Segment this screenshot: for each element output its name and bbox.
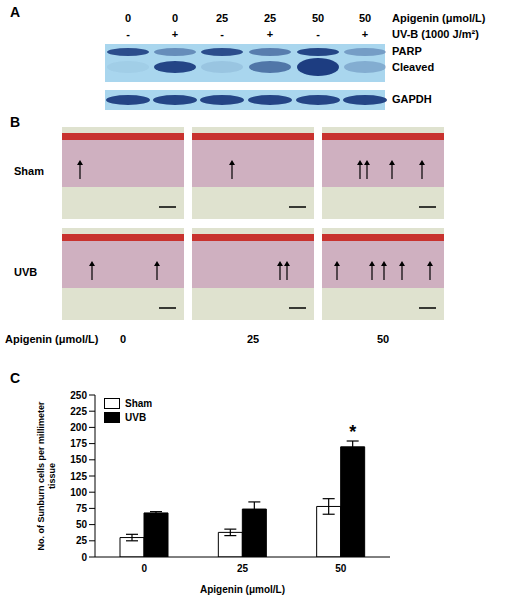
svg-text:125: 125	[70, 471, 87, 482]
svg-text:225: 225	[70, 406, 87, 417]
svg-text:Apigenin (μmol/L): Apigenin (μmol/L)	[200, 584, 285, 595]
html-text:0: 0	[119, 333, 127, 345]
html-text:A: A	[10, 4, 21, 20]
svg-text:25: 25	[237, 563, 249, 574]
svg-text:0: 0	[81, 552, 87, 563]
html-text:UVB: UVB	[125, 412, 147, 423]
html-text:B: B	[10, 114, 21, 130]
html-text:25: 25	[263, 12, 277, 24]
svg-text:50: 50	[76, 519, 88, 530]
svg-text:175: 175	[70, 438, 87, 449]
html-text:0: 0	[124, 12, 132, 24]
svg-text:100: 100	[70, 487, 87, 498]
html-text:Apigenin (μmol/L): Apigenin (μmol/L)	[392, 12, 486, 24]
html-text:GAPDH: GAPDH	[392, 93, 432, 105]
html-text:UVB: UVB	[14, 266, 38, 278]
svg-text:*: *	[349, 422, 356, 442]
svg-text:200: 200	[70, 422, 87, 433]
html-text:25: 25	[215, 12, 229, 24]
html-text:C: C	[10, 370, 21, 386]
html-text:Sham: Sham	[14, 165, 44, 177]
svg-text:75: 75	[76, 503, 88, 514]
html-text:No. of Sunburn cells per milli: No. of Sunburn cells per millimeter tiss…	[36, 401, 57, 551]
svg-text:50: 50	[335, 563, 347, 574]
html-text:0: 0	[171, 12, 179, 24]
svg-text:150: 150	[70, 454, 87, 465]
svg-text:25: 25	[76, 535, 88, 546]
html-text:50: 50	[376, 333, 390, 345]
html-text:UV-B (1000 J/m²): UV-B (1000 J/m²)	[392, 28, 479, 40]
html-text:Sham: Sham	[125, 398, 153, 409]
svg-text:250: 250	[70, 390, 87, 401]
html-text:50: 50	[311, 12, 325, 24]
svg-text:0: 0	[141, 563, 147, 574]
html-text:25: 25	[246, 333, 260, 345]
html-text:Cleaved: Cleaved	[392, 61, 435, 73]
html-text:PARP: PARP	[392, 45, 422, 57]
html-text:Apigenin (μmol/L): Apigenin (μmol/L)	[5, 333, 99, 345]
html-text:50: 50	[358, 12, 372, 24]
